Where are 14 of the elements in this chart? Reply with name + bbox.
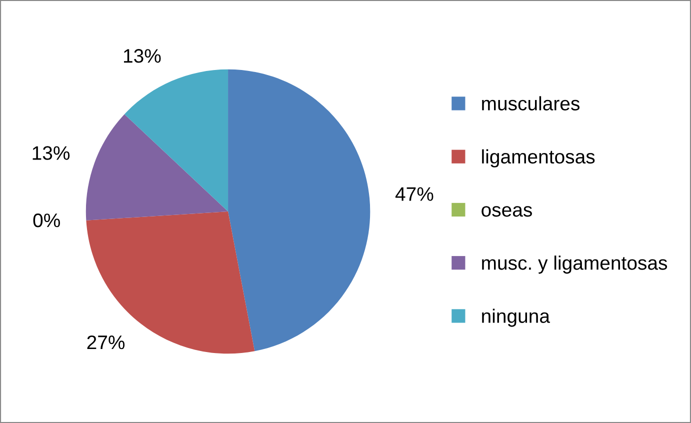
legend-label: ligamentosas <box>482 149 595 168</box>
pie-slice <box>86 114 228 220</box>
legend-label: ninguna <box>482 308 550 327</box>
data-label: 47% <box>395 187 434 201</box>
pie-slice <box>124 69 228 212</box>
data-label: 13% <box>32 146 70 160</box>
legend-label: oseas <box>482 206 532 217</box>
data-label: 27% <box>87 335 125 350</box>
legend-label: musculares <box>482 96 580 110</box>
text: 0% <box>33 213 60 228</box>
data-label: 13% <box>124 49 161 63</box>
legend-label: musc. y ligamentosas <box>482 256 668 274</box>
pie-slice <box>86 212 255 354</box>
pie-slice <box>228 69 370 352</box>
